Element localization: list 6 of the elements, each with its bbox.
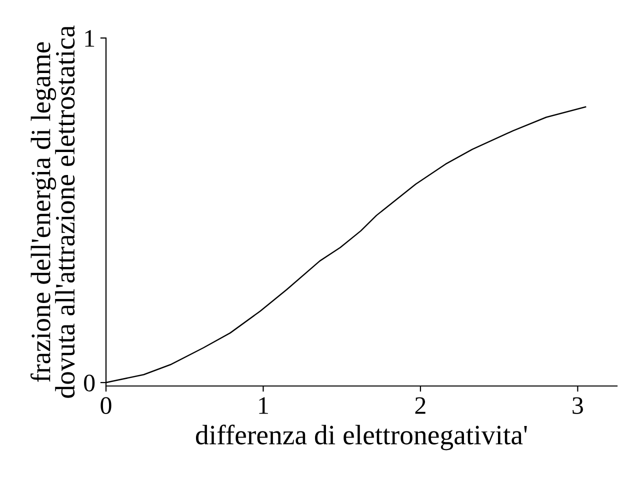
x-tick-label: 1 <box>259 397 268 414</box>
x-tick-label: 0 <box>100 397 112 414</box>
x-tick-label: 3 <box>572 397 583 414</box>
y-axis-title: frazione dell'energia di legame dovuta all'attrazione elettrostatica <box>30 26 75 398</box>
x-axis-title: differenza di elettronegativita' <box>196 424 527 450</box>
x-tick-label: 2 <box>415 397 426 414</box>
